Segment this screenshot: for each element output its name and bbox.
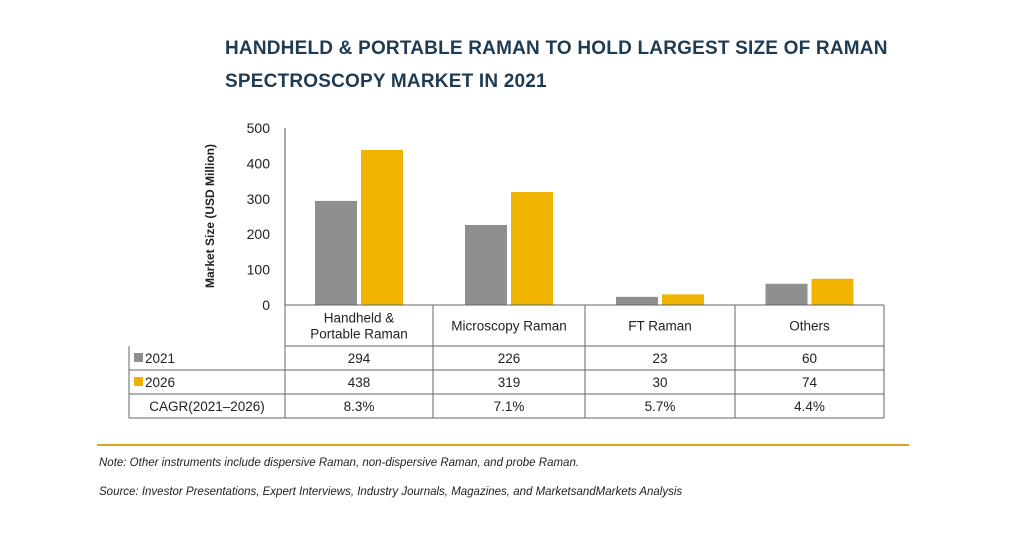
category-label: Others	[789, 319, 830, 334]
source-note: Source: Investor Presentations, Expert I…	[99, 486, 683, 498]
legend-swatch-2021	[134, 353, 143, 362]
bar-2021-0	[315, 200, 357, 305]
y-tick-label: 200	[247, 226, 271, 242]
table-cell: 74	[802, 375, 818, 390]
y-tick-label: 0	[262, 297, 270, 313]
category-label: Microscopy Raman	[451, 319, 567, 334]
table-cell: 4.4%	[794, 399, 825, 414]
category-label: Handheld &	[324, 311, 395, 326]
y-tick-label: 500	[247, 120, 271, 136]
y-tick-label: 300	[247, 191, 271, 207]
row-label: CAGR(2021–2026)	[149, 399, 265, 414]
bar-2021-2	[616, 296, 658, 305]
table-cell: 226	[498, 351, 521, 366]
table-cell: 8.3%	[344, 399, 375, 414]
table-cell: 319	[498, 375, 521, 390]
chart-title-line-1: HANDHELD & PORTABLE RAMAN TO HOLD LARGES…	[225, 38, 888, 59]
footnote: Note: Other instruments include dispersi…	[99, 457, 580, 469]
divider-line	[97, 444, 909, 446]
table-cell: 30	[652, 375, 667, 390]
bar-2021-3	[765, 283, 808, 305]
table-cell: 438	[348, 375, 371, 390]
bar-2026-0	[361, 149, 403, 305]
y-axis-label: Market Size (USD Million)	[203, 144, 217, 288]
row-label: 2026	[145, 375, 175, 390]
row-label: 2021	[145, 351, 175, 366]
y-tick-label: 100	[247, 262, 271, 278]
legend-swatch-2026	[134, 377, 143, 386]
category-label: FT Raman	[628, 319, 692, 334]
table-cell: 5.7%	[645, 399, 676, 414]
bar-chart: Market Size (USD Million) 0 100 200 300 400 50…	[128, 120, 885, 419]
bar-2021-1	[465, 224, 507, 305]
table-cell: 294	[348, 351, 371, 366]
table-cell: 23	[652, 351, 667, 366]
bar-2026-2	[662, 294, 704, 305]
y-tick-label: 400	[247, 155, 271, 171]
table-cell: 60	[802, 351, 817, 366]
table-cell: 7.1%	[494, 399, 525, 414]
bar-2026-3	[811, 278, 854, 305]
bar-2026-1	[511, 192, 553, 305]
category-label: Portable Raman	[310, 327, 408, 342]
chart-title-line-2: SPECTROSCOPY MARKET IN 2021	[225, 71, 547, 92]
